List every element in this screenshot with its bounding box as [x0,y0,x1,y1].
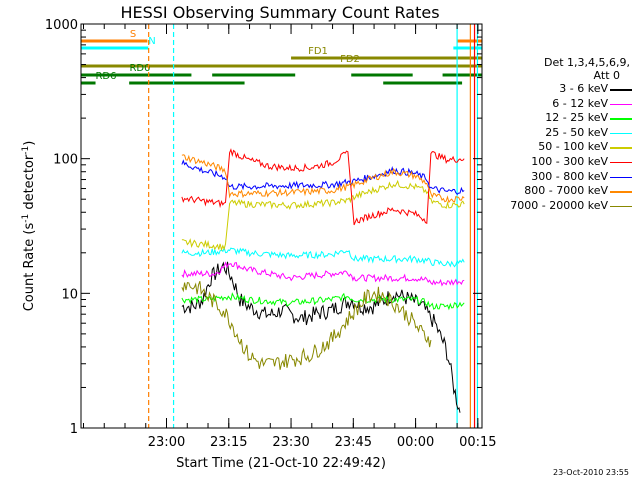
legend-item: 50 - 100 keV [478,140,638,155]
y-tick-label: 10 [61,287,78,302]
series-line [181,179,465,252]
x-tick-label: 23:00 [148,435,185,450]
legend-swatch [610,89,632,91]
legend-swatch [610,161,632,164]
series-line [181,154,465,204]
series-line [181,261,461,413]
legend-swatch [610,132,632,135]
legend-item-label: 25 - 50 keV [545,125,608,139]
legend-swatch [610,205,632,208]
y-tick-label: 100 [53,153,78,168]
legend-item: 3 - 6 keV [478,82,638,97]
series-line [181,261,465,287]
legend: Det 1,3,4,5,6,9, Att 0 3 - 6 keV 6 - 12 k… [478,56,638,213]
legend-swatch [610,103,632,106]
chart-title: HESSI Observing Summary Count Rates [120,3,439,22]
timestamp: 23-Oct-2010 23:55 [553,468,629,477]
legend-item: 12 - 25 keV [478,111,638,126]
legend-item-label: 100 - 300 keV [531,154,608,168]
legend-item-label: 12 - 25 keV [545,111,608,125]
segment-label: FD1 [308,46,328,57]
segment-label: N [148,36,155,47]
legend-item-label: 3 - 6 keV [559,82,608,95]
segment-label: RD6 [95,71,116,82]
x-tick-label: 23:45 [335,435,372,450]
legend-item: 6 - 12 keV [478,97,638,112]
y-axis-label-sup: -1 [21,214,31,223]
instrument-segments: S N FD1 FD2 RD0 RD6 [81,29,482,85]
y-axis-label: Count Rate (s-1 detector-1) [21,141,37,312]
legend-item: 300 - 800 keV [478,170,638,185]
x-tick-label: 00:00 [397,435,434,450]
segment-label: FD2 [340,54,360,65]
legend-item: 7000 - 20000 keV [478,199,638,214]
x-tick-label: 23:15 [210,435,247,450]
y-tick-label: 1 [70,422,78,437]
x-tick-label: 23:30 [272,435,309,450]
series-lines [181,148,465,413]
legend-swatch [610,176,632,179]
legend-item-label: 50 - 100 keV [538,140,608,154]
series-line [181,292,465,311]
x-axis-ticks: 23:00 23:15 23:30 23:45 00:00 00:15 [82,24,497,450]
legend-swatch [610,118,632,120]
plot-frame [80,23,483,429]
legend-swatch [610,191,632,193]
legend-item-label: 800 - 7000 keV [524,184,608,198]
series-line [181,246,465,268]
legend-item: 100 - 300 keV [478,155,638,170]
legend-item-label: 7000 - 20000 keV [510,198,608,212]
vertical-markers [148,24,479,428]
y-axis-label-part: detector [22,154,37,214]
segment-label: RD0 [129,63,150,74]
x-tick-label: 00:15 [459,435,496,450]
legend-item: 25 - 50 keV [478,126,638,141]
y-axis-label-part: Count Rate (s [22,223,37,312]
y-tick-label: 1000 [45,18,78,33]
y-axis-ticks: 1 10 100 1000 [45,18,482,437]
series-line [181,281,432,370]
series-line [181,148,465,226]
segment-label: S [130,29,136,40]
legend-item: 800 - 7000 keV [478,184,638,199]
legend-swatch [610,147,632,149]
y-axis-label-part: ) [22,141,37,146]
x-axis-label: Start Time (21-Oct-10 22:49:42) [176,456,386,471]
legend-items: 3 - 6 keV 6 - 12 keV 12 - 25 keV 25 - 50 ke… [478,82,638,213]
legend-item-label: 6 - 12 keV [552,96,608,110]
legend-item-label: 300 - 800 keV [531,169,608,183]
y-axis-label-sup: -1 [21,146,31,155]
legend-header: Det 1,3,4,5,6,9, [543,56,630,69]
legend-header: Att 0 [593,69,620,82]
